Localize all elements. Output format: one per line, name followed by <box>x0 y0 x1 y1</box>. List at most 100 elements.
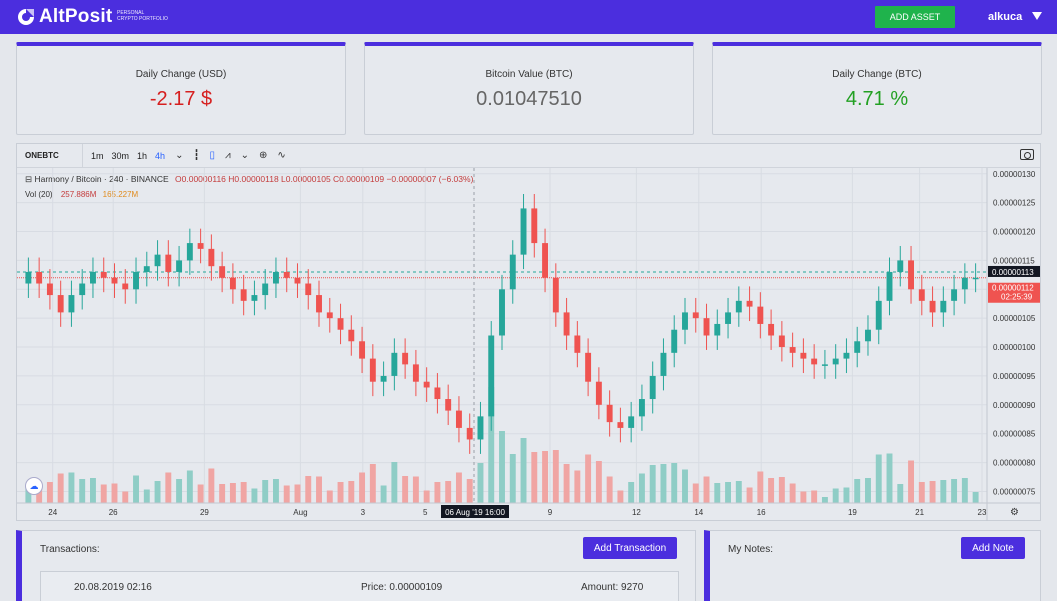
volume-bar <box>477 463 484 503</box>
x-tick-label: 12 <box>632 508 641 517</box>
camera-icon[interactable] <box>1020 149 1034 160</box>
volume-bar <box>563 464 570 503</box>
volume-bar <box>918 482 925 503</box>
volume-bar <box>251 488 258 503</box>
legend-title[interactable]: Harmony / Bitcoin · 240 · BINANCE <box>34 174 169 184</box>
volume-bar <box>305 476 312 503</box>
candle-body <box>821 364 828 366</box>
candlestick-chart[interactable]: 0.00000130 0.00000125 0.00000120 0.00000115… <box>17 168 1040 521</box>
volume-bar <box>133 475 139 503</box>
x-tick-label: 19 <box>848 508 857 517</box>
user-menu-caret-icon[interactable] <box>1032 12 1042 20</box>
candle-body <box>359 341 366 359</box>
candle-body <box>865 329 871 342</box>
candles-icon[interactable]: ▯ <box>209 150 215 161</box>
candle-body <box>326 312 333 319</box>
transaction-row[interactable]: 20.08.2019 02:16 Price: 0.00000109 Amoun… <box>40 571 679 601</box>
volume-bar <box>757 471 764 503</box>
volume-bar <box>768 478 775 503</box>
volume-bar <box>488 387 495 503</box>
volume-label[interactable]: Vol (20) <box>25 190 53 199</box>
candle-body <box>972 277 979 280</box>
symbol-selector[interactable]: ONEBTC <box>17 143 83 168</box>
volume-bar <box>692 483 699 503</box>
candle-body <box>133 271 139 290</box>
volume-bar <box>509 454 516 503</box>
candle-body <box>434 387 441 400</box>
volume-bar <box>423 490 430 503</box>
transaction-amount: Amount: 9270 <box>581 582 644 593</box>
candle-body <box>628 416 635 428</box>
candle-body <box>402 352 409 365</box>
candle-body <box>348 329 355 342</box>
volume-bar <box>208 468 215 503</box>
add-asset-button[interactable]: ADD ASSET <box>875 6 955 28</box>
brand-tagline: PERSONAL CRYPTO PORTFOLIO <box>117 10 168 22</box>
candle-body <box>542 243 549 278</box>
card-value: 4.71 % <box>845 88 909 110</box>
candle-body <box>455 410 462 428</box>
candle-body <box>940 300 947 313</box>
volume-bar <box>520 438 527 503</box>
candle-body <box>197 243 204 249</box>
candle-body <box>843 352 850 359</box>
volume-bar <box>46 482 53 503</box>
volume-bar <box>800 491 807 503</box>
candle-body <box>229 277 236 290</box>
x-tick-label: 3 <box>361 508 366 517</box>
compare-icon[interactable]: ⌄ <box>240 150 250 161</box>
volume-bar <box>961 478 968 503</box>
candle-body <box>746 300 753 307</box>
x-tick-label: 29 <box>200 508 209 517</box>
candle-body <box>176 260 183 272</box>
timeframe-dropdown-icon[interactable]: ⌄ <box>175 150 184 161</box>
timeframe-1h[interactable]: 1h <box>137 150 148 161</box>
volume-bar <box>972 492 979 503</box>
candle-body <box>412 364 419 382</box>
add-transaction-button[interactable]: Add Transaction <box>583 537 677 559</box>
brand-tagline-line1: PERSONAL <box>117 10 145 16</box>
username[interactable]: alkuca <box>988 11 1023 23</box>
bar-type-icon[interactable]: ┇ <box>193 150 200 161</box>
candle-body <box>100 271 107 278</box>
candle-body <box>908 260 914 290</box>
candle-body <box>165 254 172 272</box>
volume-bar <box>617 490 624 503</box>
top-bar: AltPosit PERSONAL CRYPTO PORTFOLIO ADD A… <box>0 0 1057 34</box>
trend-icon[interactable]: ∿ <box>277 150 286 161</box>
volume-bar <box>283 485 290 503</box>
logo[interactable]: AltPosit <box>16 6 112 28</box>
candle-body <box>682 312 688 330</box>
candle-body <box>111 277 118 284</box>
candle-body <box>811 358 818 365</box>
volume-bar <box>326 490 333 503</box>
card-label: Bitcoin Value (BTC) <box>485 69 573 80</box>
volume-bar <box>886 453 893 503</box>
add-note-button[interactable]: Add Note <box>961 537 1025 559</box>
candle-body <box>316 295 322 313</box>
volume-bar <box>682 469 688 503</box>
volume-bar <box>499 431 505 503</box>
timeframe-1m[interactable]: 1m <box>91 150 104 161</box>
candle-body <box>951 289 958 301</box>
chart-toolbar: ONEBTC 1m 30m 1h 4h ⌄ ┇ ▯ ⩘ ⌄ ⊕ ∿ <box>17 143 1040 168</box>
volume-bar <box>531 452 538 503</box>
volume-bar <box>542 451 549 503</box>
transactions-panel: Transactions: Add Transaction 20.08.2019… <box>16 530 696 601</box>
candle-body <box>800 352 807 359</box>
tradingview-logo-icon[interactable]: ☁ <box>25 477 43 495</box>
indicators-icon[interactable]: ⩘ <box>225 150 231 161</box>
timeframe-4h[interactable]: 4h <box>155 150 166 161</box>
volume-bar <box>412 476 419 503</box>
x-tick-label: 16 <box>757 508 766 517</box>
candle-body <box>294 277 301 284</box>
candle-body <box>262 283 269 296</box>
volume-legend: Vol (20) 257.886M 165.227M <box>25 190 138 199</box>
candle-body <box>897 260 904 272</box>
add-icon[interactable]: ⊕ <box>259 150 268 161</box>
timeframe-30m[interactable]: 30m <box>111 150 130 161</box>
card-label: Daily Change (BTC) <box>832 69 922 80</box>
collapse-legend-icon[interactable]: ⊟ <box>25 174 35 184</box>
volume-bar <box>606 476 613 503</box>
volume-bar <box>455 472 462 503</box>
